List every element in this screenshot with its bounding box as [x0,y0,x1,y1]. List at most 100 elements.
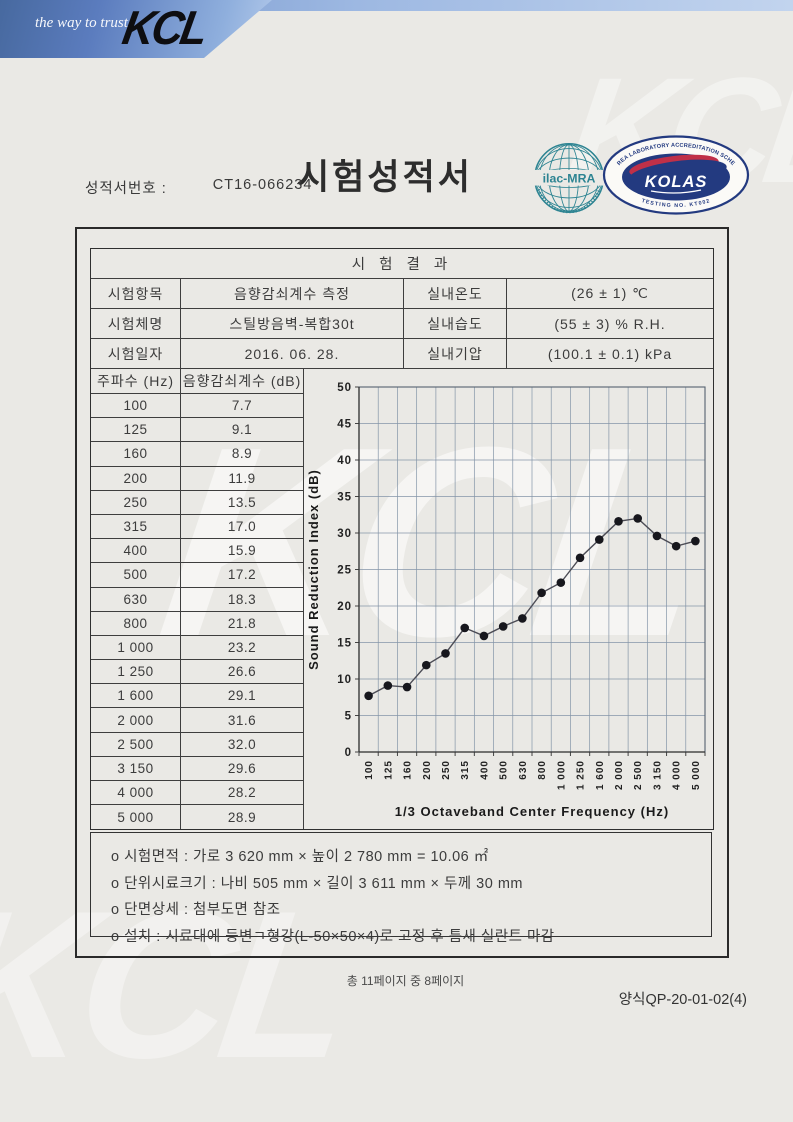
value-humidity: (55 ± 3) % R.H. [507,309,713,339]
results-table: 시 험 결 과 시험항목 음향감쇠계수 측정 실내온도 (26 ± 1) ℃ 시… [90,248,714,831]
svg-text:0: 0 [345,747,352,759]
svg-text:100: 100 [364,760,375,780]
svg-text:800: 800 [537,760,548,780]
banner-strip [0,0,793,11]
sri-cell: 29.6 [181,756,304,781]
svg-text:125: 125 [383,760,394,780]
svg-text:45: 45 [337,419,352,431]
kolas-name: KOLAS [645,173,708,191]
sri-cell: 7.7 [181,394,304,419]
svg-text:5 000: 5 000 [691,760,702,790]
freq-cell: 315 [91,514,181,540]
note-section-detail: o 단면상세 : 첨부도면 참조 [111,902,281,918]
svg-text:2 000: 2 000 [614,760,625,790]
svg-text:3 150: 3 150 [652,760,663,790]
banner-tagline: the way to trust [35,15,128,31]
report-number-row: 성적서번호 : CT16-066234 [85,177,312,198]
svg-text:1 000: 1 000 [556,760,567,790]
svg-text:50: 50 [337,382,352,394]
freq-cell: 500 [91,563,181,588]
freq-cell: 5 000 [91,805,181,830]
freq-cell: 2 000 [91,708,181,733]
svg-text:35: 35 [337,492,352,504]
sri-cell: 17.2 [181,563,304,588]
sri-cell: 13.5 [181,490,304,515]
report-number-label: 성적서번호 : [85,181,167,197]
freq-cell: 800 [91,611,181,636]
svg-text:200: 200 [422,760,433,780]
value-pressure: (100.1 ± 0.1) kPa [507,339,713,369]
sri-chart: 0 5 10 15 20 25 30 35 40 45 50 100 125 160 200 250 315 40… [304,369,713,829]
page-title: 시험성적서 [296,158,473,198]
sri-cell: 29.1 [181,684,304,709]
ilac-mra-seal: ilac-MRA [531,143,607,214]
sri-cell: 18.3 [181,587,304,612]
freq-cell: 1 250 [91,660,181,685]
value-test-item: 음향감쇠계수 측정 [181,279,404,309]
label-test-item: 시험항목 [91,279,181,309]
kcl-logo: KCL [118,2,210,55]
svg-text:1 250: 1 250 [576,760,587,790]
sri-cell: 11.9 [181,466,304,491]
value-test-date: 2016. 06. 28. [181,339,404,369]
svg-text:Sound Reduction Index (dB): Sound Reduction Index (dB) [306,469,321,670]
freq-cell: 3 150 [91,756,181,781]
sri-cell: 15.9 [181,539,304,564]
freq-cell: 2 500 [91,732,181,757]
sri-cell: 28.2 [181,781,304,806]
sri-cell: 21.8 [181,611,304,636]
sri-cell: 32.0 [181,732,304,757]
svg-text:2 500: 2 500 [633,760,644,790]
freq-cell: 125 [91,418,181,443]
content-frame [75,227,729,958]
freq-cell: 200 [91,466,181,491]
freq-cell: 250 [91,490,181,515]
sri-cell: 9.1 [181,418,304,443]
kolas-seal: KOREA LABORATORY ACCREDITATION SCHEME KO… [601,135,750,215]
freq-cell: 1 000 [91,635,181,661]
notes-box: o 시험면적 : 가로 3 620 mm × 높이 2 780 mm = 10.… [90,832,712,945]
svg-text:1/3 Octaveband Center Frequenc: 1/3 Octaveband Center Frequency (Hz) [395,804,669,819]
note-unit-size: o 단위시료크기 : 나비 505 mm × 길이 3 611 mm × 두께 … [111,875,523,892]
freq-cell: 100 [91,394,181,419]
sri-cell: 17.0 [181,514,304,540]
sri-cell: 31.6 [181,708,304,733]
svg-text:160: 160 [403,760,414,780]
form-number: 양식QP-20-01-02(4) [618,992,747,1008]
report-number-value: CT16-066234 [212,177,313,193]
sri-cell: 8.9 [181,442,304,467]
freq-cell: 630 [91,587,181,612]
svg-text:400: 400 [479,760,490,780]
svg-text:500: 500 [499,760,510,780]
svg-text:1 600: 1 600 [595,760,606,790]
svg-text:250: 250 [441,760,452,780]
svg-text:630: 630 [518,760,529,780]
ilac-text-band [531,169,607,186]
svg-text:30: 30 [337,528,352,540]
sri-chart-svg: 0 5 10 15 20 25 30 35 40 45 50 100 125 160 200 250 315 40… [306,382,706,819]
note-installation: o 설치 : 시료대에 등변ㄱ형강(L-50×50×4)로 고정 후 틈새 실란… [111,928,555,945]
svg-text:15: 15 [337,638,352,650]
sri-cell: 28.9 [181,805,304,830]
note-test-area: o 시험면적 : 가로 3 620 mm × 높이 2 780 mm = 10.… [111,849,489,865]
freq-cell: 160 [91,442,181,467]
svg-text:315: 315 [460,760,471,780]
svg-text:25: 25 [337,565,352,577]
value-specimen: 스틸방음벽-복합30t [181,309,404,339]
svg-text:10: 10 [337,674,352,686]
label-test-date: 시험일자 [91,339,181,369]
sri-cell: 23.2 [181,635,304,661]
page-info: 총 11페이지 중 8페이지 [346,974,465,988]
kolas-testing-no: TESTING NO. KT002 [641,198,710,209]
svg-text:5: 5 [345,711,352,723]
svg-text:4 000: 4 000 [672,760,683,790]
freq-col-header: 주파수 (Hz) [91,369,181,394]
label-humidity: 실내습도 [404,309,507,339]
svg-text:20: 20 [337,601,352,613]
label-pressure: 실내기압 [404,339,507,369]
freq-cell: 4 000 [91,781,181,806]
freq-cell: 1 600 [91,684,181,709]
label-specimen: 시험체명 [91,309,181,339]
svg-text:TESTING NO. KT002: TESTING NO. KT002 [641,198,711,209]
